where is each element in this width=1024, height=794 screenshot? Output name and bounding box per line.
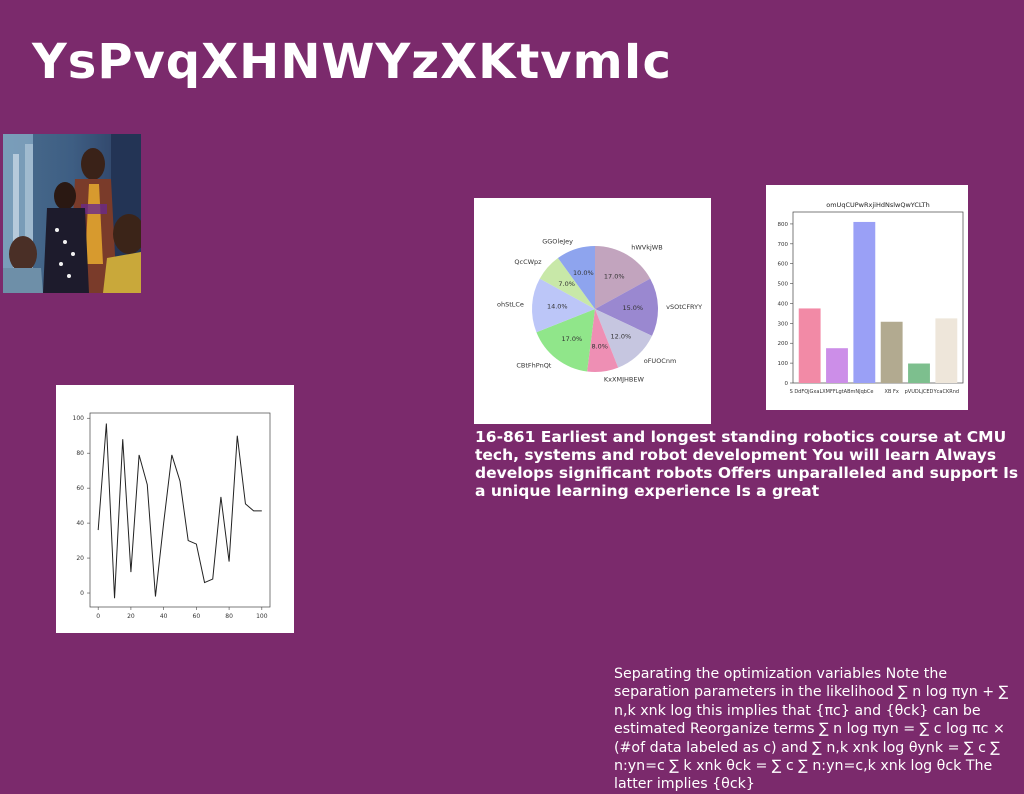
- line-chart: 0 20 40 60 80 100 0 20 40 60 80 100: [56, 385, 294, 633]
- line-y-tick-label: 20: [76, 555, 84, 562]
- bar-y-tick-label: 100: [778, 361, 789, 367]
- page-title: YsPvqXHNWYzXKtvmIc: [32, 34, 672, 90]
- pie-category-label: KxXMJHBEW: [604, 376, 645, 384]
- pie-slice: [595, 278, 658, 336]
- pie-slice: [587, 309, 619, 372]
- group-photo: [3, 134, 141, 293]
- bar-category-label: YcaCKRnd: [933, 389, 959, 395]
- line-x-tick-label: 100: [256, 613, 268, 620]
- pie-pct-label: 12.0%: [611, 333, 632, 341]
- line-x-tick-label: 80: [225, 613, 233, 620]
- bar: [853, 221, 876, 383]
- bar-y-tick-label: 500: [778, 282, 789, 288]
- pie-slice: [557, 246, 595, 309]
- pie-slice: [532, 278, 595, 333]
- pie-slice: [536, 309, 595, 372]
- line-x-tick-label: 20: [127, 613, 135, 620]
- pie-pct-label: 15.0%: [622, 304, 643, 312]
- pie-pct-label: 17.0%: [562, 335, 583, 343]
- pie-slice: [595, 309, 653, 368]
- pie-pct-label: 10.0%: [573, 269, 594, 277]
- pie-category-label: CBtFhPnQt: [516, 361, 551, 369]
- pie-chart: 17.0% hWVkjWB 15.0% vSOtCFRYY 12.0% oFUOCnm 8.…: [474, 198, 711, 424]
- pie-category-label: oFUOCnm: [644, 357, 677, 365]
- bar: [798, 308, 821, 383]
- course-description: 16-861 Earliest and longest standing rob…: [475, 428, 1019, 500]
- bar-y-tick-label: 800: [778, 222, 789, 228]
- line-x-tick-label: 40: [160, 613, 168, 620]
- pie-pct-label: 7.0%: [558, 280, 575, 288]
- bar-axes-frame: [792, 211, 964, 384]
- bar-y-tick-label: 600: [778, 262, 789, 268]
- pie-category-label: vSOtCFRYY: [666, 303, 702, 311]
- bar-y-tick-label: 0: [785, 381, 789, 387]
- line-y-tick-label: 80: [76, 450, 84, 457]
- pie-pct-label: 17.0%: [604, 272, 625, 280]
- optimization-notes: Separating the optimization variables No…: [614, 666, 1009, 793]
- line-x-tick-label: 60: [193, 613, 201, 620]
- pie-slice: [539, 258, 595, 309]
- line-y-tick-label: 0: [80, 590, 84, 597]
- pie-category-label: QcCWpz: [514, 258, 542, 266]
- pie-pct-label: 8.0%: [591, 343, 608, 351]
- line-y-tick-label: 40: [76, 520, 84, 527]
- bar-y-tick-label: 300: [778, 321, 789, 327]
- line-y-tick-label: 60: [76, 485, 84, 492]
- line-y-tick-label: 100: [73, 415, 85, 422]
- pie-slice: [595, 246, 651, 309]
- pie-category-label: ohStLCe: [497, 301, 524, 309]
- bar-y-tick-label: 700: [778, 242, 789, 248]
- pie-category-label: hWVkjWB: [631, 244, 662, 252]
- line-series: [97, 423, 262, 599]
- bar-chart-title: omUqCUPwRxjiHdNslwQwYCLTh: [826, 201, 930, 209]
- bar-category-label: S DdFQjGxaLXMFFLgtABmNJqbCe: [790, 389, 874, 395]
- bar-chart: omUqCUPwRxjiHdNslwQwYCLTh 0 100 200 300 400 50…: [766, 185, 968, 410]
- bar: [908, 363, 930, 383]
- line-axes-frame: [89, 412, 271, 608]
- bar-category-label: XB Fx: [885, 389, 899, 395]
- bar: [826, 348, 848, 383]
- line-x-tick-label: 0: [96, 613, 100, 620]
- pie-category-label: GGOleJey: [542, 237, 573, 245]
- bar-category-label: pVUDLjCED: [905, 389, 934, 395]
- bar: [880, 321, 903, 383]
- bar-y-tick-label: 400: [778, 301, 789, 307]
- bar-y-tick-label: 200: [778, 341, 789, 347]
- bar: [935, 318, 958, 383]
- pie-pct-label: 14.0%: [547, 303, 568, 311]
